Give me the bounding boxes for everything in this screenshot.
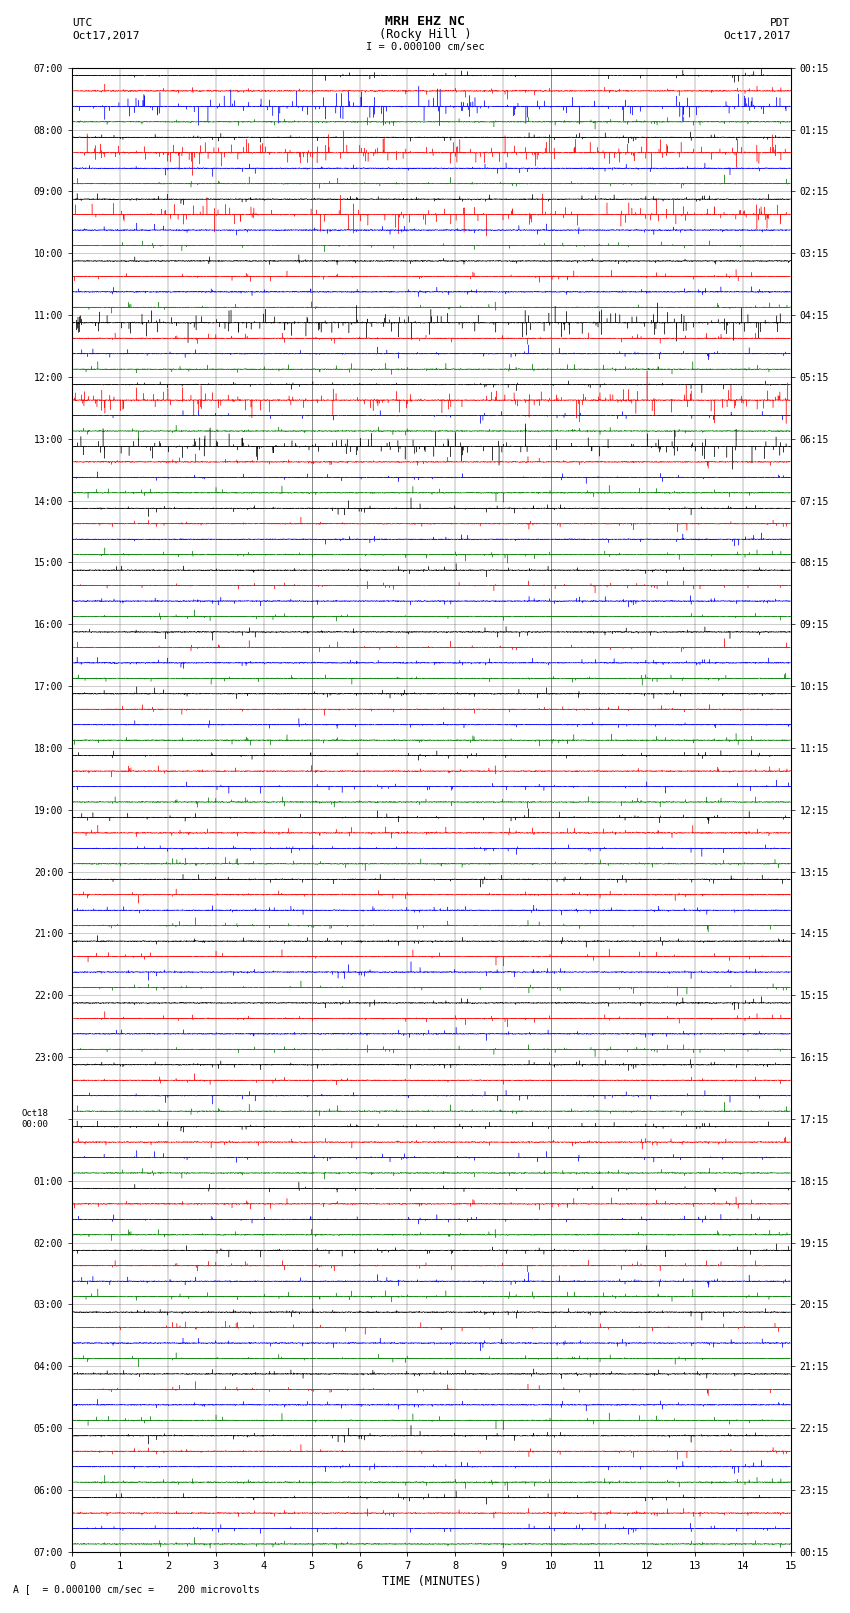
Text: PDT: PDT [770, 18, 790, 29]
X-axis label: TIME (MINUTES): TIME (MINUTES) [382, 1574, 481, 1587]
Text: (Rocky Hill ): (Rocky Hill ) [379, 27, 471, 40]
Text: A [  = 0.000100 cm/sec =    200 microvolts: A [ = 0.000100 cm/sec = 200 microvolts [13, 1584, 259, 1594]
Text: I = 0.000100 cm/sec: I = 0.000100 cm/sec [366, 42, 484, 52]
Text: Oct17,2017: Oct17,2017 [723, 31, 791, 40]
Text: UTC: UTC [72, 18, 93, 29]
Text: Oct17,2017: Oct17,2017 [72, 31, 139, 40]
Text: MRH EHZ NC: MRH EHZ NC [385, 15, 465, 29]
Text: Oct18
00:00: Oct18 00:00 [21, 1110, 48, 1129]
